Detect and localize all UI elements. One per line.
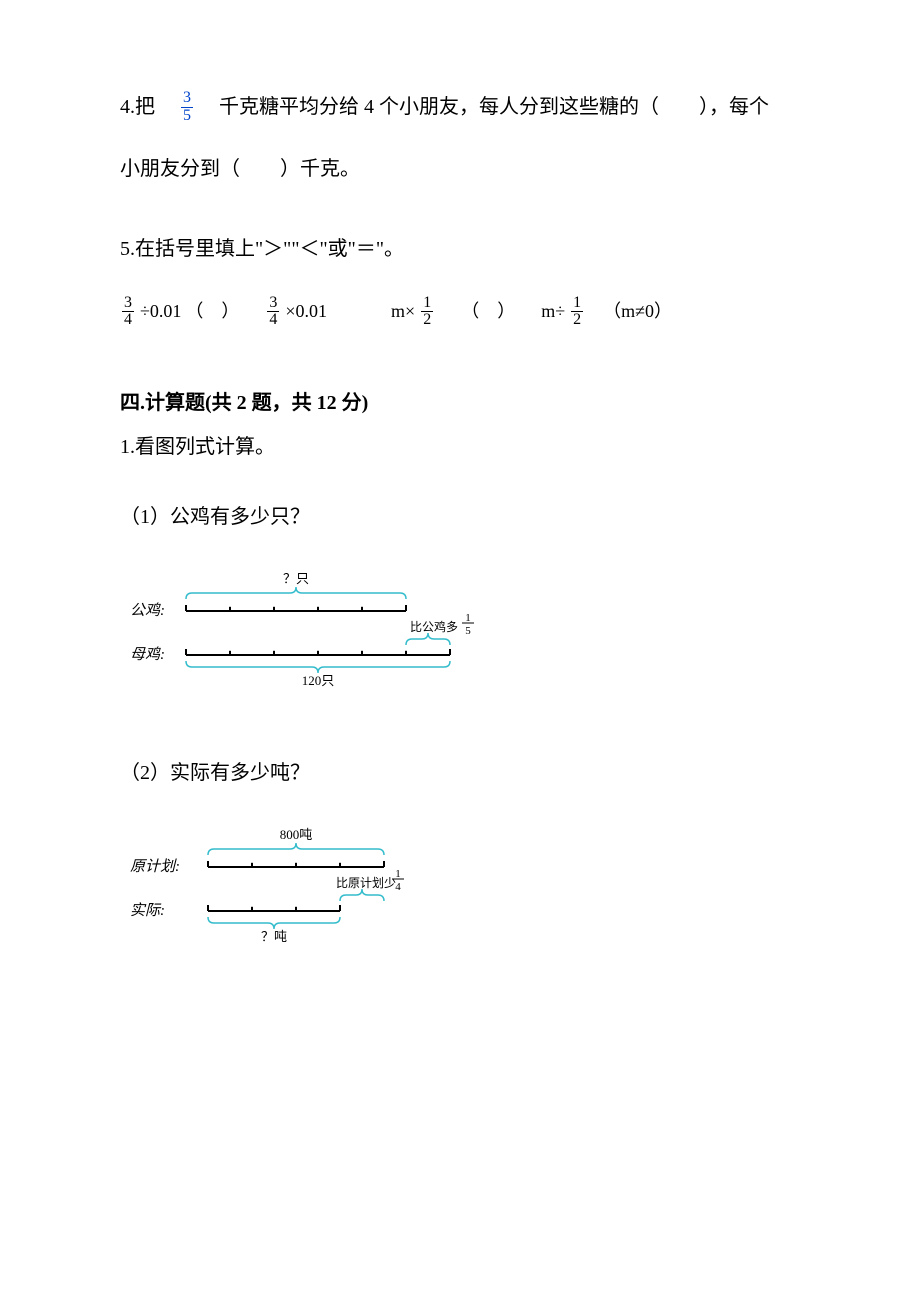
fraction-3-4-a: 3 4	[122, 295, 134, 330]
fraction-3-4-b: 3 4	[267, 295, 279, 330]
diagram-plan-actual: 原计划: 800吨实际: 比原计划少14 ？吨	[122, 815, 810, 975]
svg-text:原计划:: 原计划:	[130, 858, 180, 875]
svg-text:公鸡:: 公鸡:	[130, 602, 165, 619]
svg-text:实际:: 实际:	[130, 902, 165, 919]
question-4-line-1: 4.把 3 5 千克糖平均分给 4 个小朋友，每人分到这些糖的（ ），每个	[120, 90, 810, 125]
question-5-expression: 3 4 ÷0.01 （ ） 3 4 ×0.01 m× 1 2 （ ） m÷ 1 …	[120, 295, 810, 330]
q5-lhs2-pre: m×	[391, 297, 415, 326]
diagram-rooster-hen: 公鸡: ？只母鸡: 比公鸡多 15 120只	[122, 559, 810, 719]
svg-text:比公鸡多: 比公鸡多	[410, 619, 458, 634]
svg-text:800吨: 800吨	[280, 827, 313, 842]
q5-condition: （m≠0）	[603, 297, 672, 326]
svg-text:比原计划少: 比原计划少	[336, 876, 396, 890]
q4-prefix: 4.把	[120, 91, 155, 123]
section-4-sub2: （2）实际有多少吨？	[120, 757, 810, 789]
question-4-line-2: 小朋友分到（ ）千克。	[120, 153, 810, 185]
fraction-3-5: 3 5	[181, 90, 193, 125]
question-5-prompt: 5.在括号里填上"＞""＜"或"＝"。	[120, 233, 810, 265]
q4-line1-rest: 千克糖平均分给 4 个小朋友，每人分到这些糖的（ ），每个	[219, 91, 769, 123]
section-4-header: 四.计算题(共 2 题，共 12 分)	[120, 387, 810, 419]
q5-rhs2-pre: m÷	[541, 297, 565, 326]
svg-text:1: 1	[465, 612, 471, 624]
fraction-1-2-a: 1 2	[421, 295, 433, 330]
svg-text:母鸡:: 母鸡:	[130, 646, 165, 663]
q5-blank-1: （ ）	[185, 297, 239, 326]
svg-text:？只: ？只	[283, 571, 309, 586]
svg-text:1: 1	[395, 868, 401, 880]
svg-text:5: 5	[465, 625, 471, 637]
svg-text:？吨: ？吨	[261, 929, 287, 944]
q5-lhs1-op: ÷0.01	[140, 297, 181, 326]
section-4-q1: 1.看图列式计算。	[120, 431, 810, 463]
svg-text:4: 4	[395, 881, 401, 893]
q5-blank-2: （ ）	[461, 297, 515, 326]
fraction-1-2-b: 1 2	[571, 295, 583, 330]
svg-text:120只: 120只	[302, 673, 335, 688]
section-4-sub1: （1）公鸡有多少只？	[120, 501, 810, 533]
q5-rhs1-op: ×0.01	[285, 297, 327, 326]
